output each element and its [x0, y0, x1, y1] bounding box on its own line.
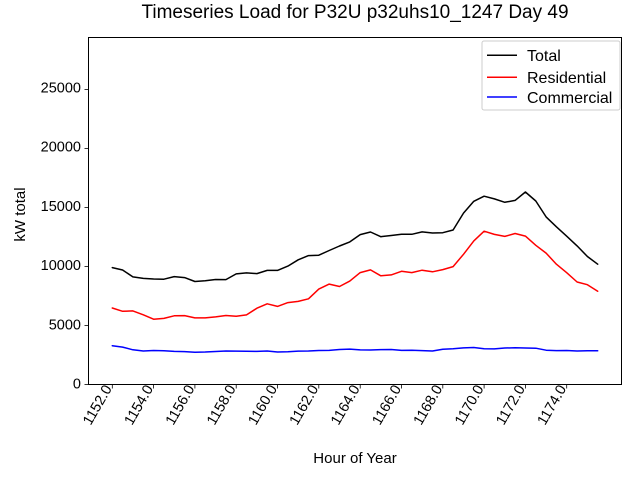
svg-text:Total: Total: [527, 48, 561, 65]
svg-text:kW total: kW total: [12, 187, 29, 241]
svg-text:Commercial: Commercial: [527, 90, 612, 107]
svg-text:25000: 25000: [41, 81, 81, 97]
svg-text:5000: 5000: [49, 317, 81, 333]
svg-text:10000: 10000: [41, 258, 81, 274]
svg-text:20000: 20000: [41, 140, 81, 156]
svg-text:Hour of Year: Hour of Year: [313, 450, 396, 467]
svg-text:0: 0: [73, 377, 81, 393]
svg-text:15000: 15000: [41, 199, 81, 215]
svg-text:Residential: Residential: [527, 70, 606, 87]
svg-text:Timeseries Load for P32U p32uh: Timeseries Load for P32U p32uhs10_1247 D…: [141, 2, 568, 23]
